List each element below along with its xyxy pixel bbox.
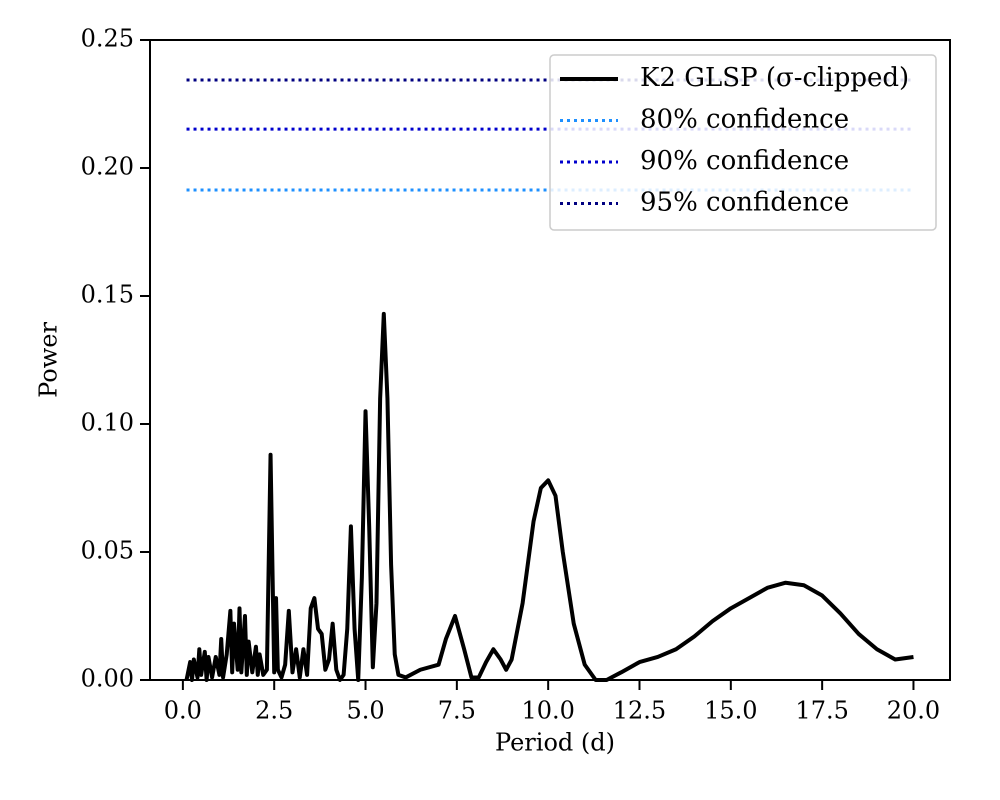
legend-label: 95% confidence [640, 188, 849, 218]
x-tick-label: 0.0 [164, 697, 202, 725]
legend-box [549, 54, 937, 231]
x-tick-label: 12.5 [613, 697, 666, 725]
y-tick-label: 0.20 [81, 153, 134, 181]
legend-label: K2 GLSP (σ-clipped) [640, 63, 909, 93]
x-tick-label: 15.0 [704, 697, 757, 725]
legend-label: 90% confidence [640, 146, 849, 176]
x-tick-label: 10.0 [521, 697, 574, 725]
y-tick-label: 0.00 [81, 665, 134, 693]
x-tick-label: 20.0 [887, 697, 940, 725]
y-tick-label: 0.05 [81, 537, 134, 565]
legend-label: 80% confidence [640, 105, 849, 135]
y-axis-label: Power [35, 322, 63, 398]
plot-frame [149, 39, 951, 681]
periodogram-line [184, 311, 914, 682]
x-tick-label: 2.5 [255, 697, 293, 725]
x-tick-label: 5.0 [346, 697, 384, 725]
x-tick-label: 7.5 [438, 697, 476, 725]
y-tick-label: 0.15 [81, 281, 134, 309]
y-tick-label: 0.25 [81, 25, 134, 53]
y-tick-label: 0.10 [81, 409, 134, 437]
x-tick-label: 17.5 [795, 697, 848, 725]
x-axis-label: Period (d) [495, 729, 615, 757]
